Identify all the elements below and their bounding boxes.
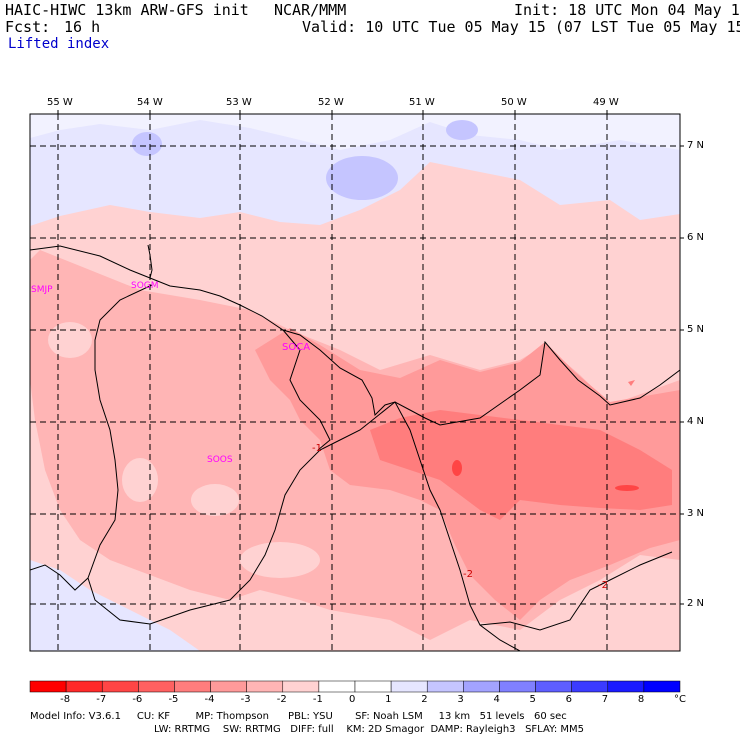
lon-label: 55 W — [47, 97, 73, 108]
colorbar-tick-label: -8 — [60, 694, 71, 705]
field-light-patch — [191, 484, 239, 516]
forecast-label: Fcst: — [5, 18, 51, 36]
station-label: SOGM — [131, 281, 159, 291]
colorbar-tick-label: -6 — [132, 694, 143, 705]
field-positive-blob — [132, 132, 162, 156]
model-info-line1: Model Info: V3.6.1 CU: KF MP: Thompson P… — [30, 711, 567, 722]
forecast-hour: 16 h — [64, 18, 101, 36]
station-label: SOOS — [207, 455, 233, 465]
colorbar-cell — [426, 680, 464, 693]
station-label: SMJP — [31, 285, 53, 295]
field-name: Lifted index — [8, 36, 110, 52]
contour-label: -2 — [598, 580, 608, 591]
colorbar-cell — [499, 680, 536, 693]
lon-label: 50 W — [501, 97, 527, 108]
colorbar-cell — [535, 680, 572, 693]
lon-label: 49 W — [593, 97, 619, 108]
lat-label: 5 N — [687, 324, 705, 335]
field-positive-blob — [326, 156, 398, 200]
colorbar-tick-label: -1 — [312, 694, 323, 705]
colorbar-tick-label: 8 — [637, 694, 645, 705]
lon-label: 51 W — [409, 97, 435, 108]
field-small-patch — [628, 380, 635, 386]
colorbar-tick-label: 2 — [421, 694, 428, 705]
lat-lon-grid — [30, 114, 680, 651]
lat-ticks — [680, 145, 684, 605]
field-light-patch — [240, 542, 320, 578]
field-strong-negative — [370, 410, 672, 520]
colorbar-cell — [246, 680, 284, 693]
lat-label: 4 N — [687, 416, 705, 427]
colorbar-cell — [607, 680, 645, 693]
colorbar — [29, 680, 681, 693]
colorbar-cell — [318, 680, 356, 693]
coastlines — [30, 244, 680, 651]
colorbar-cell — [282, 680, 320, 693]
colorbar-unit: °C — [674, 694, 686, 705]
valid-time: Valid: 10 UTC Tue 05 May 15 (07 LST Tue … — [302, 18, 740, 36]
field-extreme-negative — [452, 460, 462, 476]
colorbar-cell — [65, 680, 103, 693]
colorbar-cell — [174, 680, 211, 693]
colorbar-tick-label: -3 — [240, 694, 251, 705]
init-time: Init: 18 UTC Mon 04 May 15 — [514, 1, 740, 19]
lat-label: 6 N — [687, 232, 705, 243]
contour-label: -1 — [312, 443, 322, 454]
contour-label: -2 — [463, 569, 473, 580]
colorbar-tick-label: 1 — [385, 694, 392, 705]
field-light-patch — [122, 458, 158, 502]
colorbar-tick-label: 3 — [457, 694, 464, 705]
field-positive-blob — [446, 120, 478, 140]
colorbar-tick-label: 4 — [493, 694, 500, 705]
colorbar-cell — [571, 680, 609, 693]
colorbar-tick-label: -2 — [276, 694, 287, 705]
colorbar-cell — [101, 680, 139, 693]
colorbar-cell — [643, 680, 681, 693]
lat-label: 3 N — [687, 508, 705, 519]
colorbar-tick-label: 5 — [529, 694, 536, 705]
field-extreme-negative — [615, 485, 639, 491]
colorbar-cell — [354, 680, 392, 693]
lon-ticks — [57, 110, 608, 114]
station-label: SOCA — [282, 342, 310, 353]
lon-label: 54 W — [137, 97, 163, 108]
colorbar-tick-label: -4 — [204, 694, 215, 705]
org-label: NCAR/MMM — [274, 1, 347, 19]
field-light-patch — [48, 322, 92, 358]
map-frame — [29, 113, 681, 652]
colorbar-cell — [138, 680, 175, 693]
model-info-line2: LW: RRTMG SW: RRTMG DIFF: full KM: 2D Sm… — [154, 724, 584, 735]
lat-label: 7 N — [687, 140, 705, 151]
colorbar-cell — [210, 680, 247, 693]
colorbar-tick-label: 0 — [349, 694, 356, 705]
field-near-zero — [30, 114, 680, 150]
colorbar-cell — [463, 680, 500, 693]
colorbar-tick-label: -5 — [168, 694, 179, 705]
colorbar-tick-label: 6 — [565, 694, 573, 705]
field-positive-region-sw — [30, 560, 200, 651]
colorbar-cell — [390, 680, 428, 693]
lat-label: 2 N — [687, 598, 705, 609]
model-title: HAIC-HIWC 13km ARW-GFS init — [5, 1, 249, 19]
lon-label: 52 W — [318, 97, 344, 108]
colorbar-tick-label: 7 — [601, 694, 609, 705]
colorbar-tick-label: -7 — [96, 694, 107, 705]
colorbar-cell — [29, 680, 67, 693]
lon-label: 53 W — [226, 97, 252, 108]
